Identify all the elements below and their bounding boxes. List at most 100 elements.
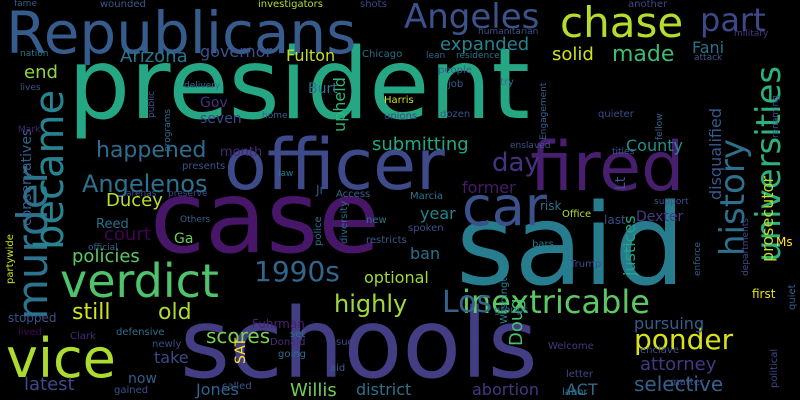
word-labor: labor	[562, 387, 588, 398]
word-newly: newly	[152, 339, 182, 350]
word-ga: Ga	[174, 231, 194, 247]
word-set: set	[290, 329, 306, 340]
word-scores: scores	[206, 324, 271, 348]
word-quieter: quieter	[598, 109, 634, 120]
word-inextricable: inextricable	[462, 283, 650, 321]
word-became: became	[27, 89, 73, 250]
word-ban: ban	[410, 244, 441, 263]
word-enforce: enforce	[693, 242, 703, 276]
word-trump: Trump	[570, 259, 602, 270]
word-arenas: arenas	[126, 189, 157, 199]
word-governor: governor	[200, 42, 273, 61]
word-restricts: restricts	[366, 235, 407, 246]
word-happened: happened	[96, 138, 207, 163]
word-humanitarian: humanitarian	[478, 27, 539, 37]
word-now: now	[128, 371, 157, 387]
word-presents: presents	[182, 161, 226, 172]
word-job: job	[448, 79, 464, 90]
word-jones: Jones	[196, 380, 239, 399]
word-prosecutor: prosecutor	[758, 176, 777, 262]
word-day: day	[492, 148, 540, 178]
word-lt: Lt	[613, 176, 629, 190]
word-wounded: wounded	[100, 0, 146, 10]
word-fani: Fani	[692, 38, 725, 57]
word-preserve: preserve	[168, 189, 208, 199]
word-stopped: stopped	[8, 311, 57, 325]
word-burt: Burt	[308, 81, 338, 97]
word-angeles: Angeles	[404, 0, 540, 37]
word-support: support	[654, 197, 689, 207]
word-going: going	[278, 349, 306, 360]
word-los: Los	[442, 285, 493, 320]
word-quiet: quiet	[787, 284, 798, 310]
word-investigators: investigators	[258, 0, 323, 10]
word-defensive: defensive	[116, 327, 165, 338]
word-welcome: Welcome	[548, 341, 594, 352]
word-month: month	[220, 145, 263, 160]
word-law: law	[278, 169, 294, 179]
word-abortion: abortion	[472, 380, 539, 399]
word-political: political	[769, 348, 780, 388]
word-made: made	[612, 42, 675, 67]
word-county: County	[626, 136, 683, 155]
word-lives: lives	[20, 83, 41, 93]
word-mark: Mark	[18, 125, 41, 135]
word-case: case	[150, 159, 380, 276]
word-spoken: spoken	[408, 223, 444, 234]
word-unions: unions	[384, 111, 418, 122]
word-disqualified: disqualified	[706, 107, 725, 200]
word-latest: latest	[24, 374, 75, 395]
word-end: end	[24, 62, 58, 83]
word-chicago: Chicago	[362, 49, 403, 60]
word-military: military	[734, 29, 769, 39]
word-verdict: verdict	[60, 254, 219, 308]
word-donald: Donald	[270, 337, 306, 348]
word-police: police	[313, 216, 324, 246]
word-risk: risk	[540, 199, 562, 213]
word-official: official	[88, 243, 118, 253]
word-office: Office	[562, 209, 592, 220]
word-lean: lean	[426, 51, 446, 61]
word-said: said	[456, 181, 686, 311]
word-letter: letter	[566, 369, 594, 380]
word-jr: Jr	[316, 183, 325, 197]
word-fulton: Fulton	[286, 46, 336, 65]
word-issue: issue	[328, 337, 354, 348]
word-dozen: dozen	[440, 109, 471, 120]
word-lived: lived	[18, 327, 42, 338]
word-titles: titles	[612, 147, 635, 157]
word-fame: fame	[14, 0, 37, 9]
word-diversity: diversity	[339, 200, 350, 244]
word-angelenos: Angelenos	[82, 170, 208, 198]
word-optional: optional	[364, 268, 429, 287]
word-take: take	[154, 348, 189, 367]
word-vice: vice	[6, 327, 116, 390]
word-another: another	[628, 0, 668, 10]
word-district: district	[356, 380, 412, 399]
word-former: former	[462, 178, 516, 197]
word-pursuing: pursuing	[634, 314, 705, 333]
word-seven: seven	[200, 111, 242, 127]
word-attack: attack	[694, 53, 723, 63]
word-renaming: renaming	[771, 95, 781, 138]
word-called: called	[222, 381, 252, 392]
word-matter: matter	[670, 377, 704, 388]
word-selective: selective	[634, 372, 724, 396]
word-nation: nation	[20, 49, 49, 59]
word-car: car	[462, 175, 547, 238]
word-dexter: Dexter	[636, 209, 684, 225]
word-court: court	[104, 224, 151, 245]
word-willis: Willis	[290, 380, 337, 400]
word-engagement: Engagement	[539, 82, 549, 140]
word-1990s: 1990s	[254, 255, 340, 288]
word-public: public	[147, 90, 157, 118]
word-aid: aid	[330, 363, 346, 374]
word-groups: groups	[494, 305, 529, 316]
word-home: home	[262, 111, 288, 121]
word-solid: solid	[552, 44, 594, 65]
word-republicans: Republicans	[6, 0, 357, 67]
word-schools: schools	[180, 288, 538, 400]
word-ms: Ms	[776, 235, 793, 249]
word-delivery: delivery	[184, 81, 221, 91]
